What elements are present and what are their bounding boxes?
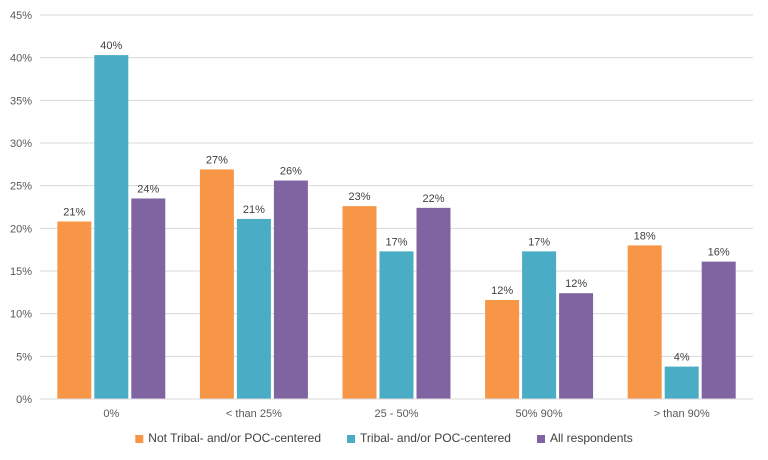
- x-tick-label: 50% 90%: [516, 408, 563, 420]
- bar: [522, 251, 557, 399]
- data-label: 40%: [100, 40, 122, 52]
- data-label: 21%: [63, 207, 85, 219]
- bar: [701, 261, 736, 399]
- data-label: 18%: [634, 230, 656, 242]
- bar: [199, 169, 234, 399]
- legend-item: All respondents: [536, 431, 633, 445]
- data-label: 24%: [137, 183, 159, 195]
- legend-label: Not Tribal- and/or POC-centered: [148, 431, 321, 445]
- x-tick-label: > than 90%: [654, 408, 710, 420]
- legend-swatch: [135, 435, 144, 443]
- data-label: 26%: [280, 166, 302, 178]
- y-tick-label: 5%: [16, 351, 32, 363]
- bar: [379, 251, 414, 399]
- data-label: 21%: [243, 204, 265, 216]
- bar: [559, 293, 594, 399]
- legend-label: Tribal- and/or POC-centered: [360, 431, 511, 445]
- y-tick-label: 10%: [10, 309, 32, 321]
- data-label: 23%: [348, 191, 370, 203]
- bar: [416, 207, 451, 399]
- bar: [57, 221, 92, 399]
- y-tick-label: 15%: [10, 266, 32, 278]
- data-label: 17%: [385, 236, 407, 248]
- x-tick-label: 25 - 50%: [374, 408, 418, 420]
- data-label: 27%: [206, 154, 228, 166]
- y-tick-label: 30%: [10, 138, 32, 150]
- y-tick-label: 20%: [10, 223, 32, 235]
- y-tick-label: 45%: [10, 10, 32, 22]
- legend-swatch: [347, 435, 356, 443]
- y-tick-label: 0%: [16, 394, 32, 406]
- legend: Not Tribal- and/or POC-centered Tribal- a…: [135, 431, 633, 445]
- legend-label: All respondents: [550, 431, 633, 445]
- legend-item: Not Tribal- and/or POC-centered: [135, 431, 321, 445]
- y-tick-label: 35%: [10, 95, 32, 107]
- data-label: 16%: [708, 247, 730, 259]
- bar: [342, 206, 377, 399]
- data-label: 4%: [674, 352, 690, 364]
- bar: [273, 180, 308, 399]
- bar: [664, 366, 699, 399]
- bar: [485, 300, 520, 399]
- data-label: 22%: [422, 193, 444, 205]
- bar: [627, 245, 662, 399]
- x-tick-label: 0%: [103, 408, 119, 420]
- x-axis: 0% < than 25% 25 - 50% 50% 90% > than 90%: [40, 398, 753, 420]
- x-tick-label: < than 25%: [226, 408, 282, 420]
- data-label: 17%: [528, 236, 550, 248]
- legend-swatch: [536, 435, 545, 443]
- bar: [131, 198, 166, 399]
- bar: [236, 218, 271, 399]
- legend-item: Tribal- and/or POC-centered: [347, 431, 511, 445]
- data-label: 12%: [491, 285, 513, 297]
- bar: [94, 55, 129, 400]
- y-tick-label: 40%: [10, 53, 32, 65]
- y-axis: 0% 5% 10% 15% 20% 25% 30% 35% 40% 45%: [10, 10, 32, 406]
- data-label: 12%: [565, 278, 587, 290]
- y-tick-label: 25%: [10, 181, 32, 193]
- bars: 21% 40% 24% 27% 21% 26% 23% 17% 22% 12% 17% 12% 18% 4…: [57, 40, 736, 400]
